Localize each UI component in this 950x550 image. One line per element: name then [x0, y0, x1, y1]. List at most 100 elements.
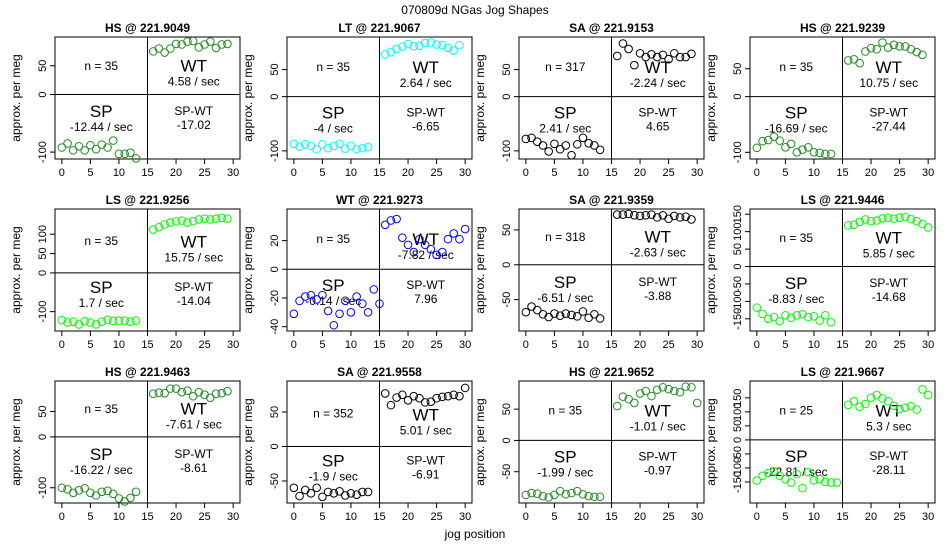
wt-point	[618, 39, 628, 48]
x-tick-label: 0	[754, 167, 760, 179]
sp-point	[798, 309, 807, 319]
diff-value: -6.91	[412, 467, 440, 481]
wt-rate: 2.64 / sec	[400, 76, 452, 90]
diff-value: 4.65	[646, 119, 670, 133]
x-tick-label: 0	[59, 511, 65, 523]
sp-point	[57, 483, 67, 493]
sp-point	[108, 136, 118, 145]
y-tick-label: 50	[501, 403, 513, 415]
wt-point	[432, 40, 441, 49]
x-tick-label: 30	[459, 167, 471, 179]
diff-label: SP-WT	[638, 275, 677, 289]
x-tick-label: 10	[113, 339, 125, 351]
wt-rate: 5.01 / sec	[400, 423, 452, 437]
panel-title: HS @ 221.9049	[105, 21, 190, 35]
sp-rate: 1.7 / sec	[79, 296, 124, 310]
sp-point	[821, 477, 830, 487]
wt-point	[878, 214, 887, 223]
sp-point	[769, 132, 779, 142]
sp-point	[578, 307, 588, 316]
sp-label: SP	[554, 103, 577, 122]
wt-point	[200, 214, 209, 223]
y-tick-label: 0	[37, 91, 49, 97]
diff-value: 7.96	[414, 292, 438, 306]
wt-point	[895, 213, 904, 223]
sp-point	[114, 316, 124, 325]
x-tick-label: 25	[430, 511, 442, 523]
wt-point	[160, 220, 169, 229]
x-tick-label: 25	[198, 511, 210, 523]
sp-point	[295, 296, 304, 306]
diff-label: SP-WT	[869, 449, 908, 463]
wt-point	[843, 400, 853, 410]
x-tick-label: 15	[605, 339, 617, 351]
sp-point	[120, 149, 129, 159]
wt-point	[872, 44, 882, 54]
sp-point	[821, 149, 830, 159]
wt-point	[183, 218, 192, 227]
sp-point	[323, 487, 333, 497]
wt-point	[166, 218, 175, 227]
sp-point	[103, 486, 112, 496]
sp-point	[803, 312, 813, 322]
count-label: n = 352	[313, 407, 354, 421]
x-tick-label: 20	[865, 339, 877, 351]
x-tick-label: 20	[865, 167, 877, 179]
y-tick-label: -100	[732, 141, 744, 163]
sp-point	[131, 154, 141, 163]
wt-point	[912, 216, 922, 226]
x-tick-label: 15	[836, 511, 848, 523]
sp-point	[300, 292, 310, 301]
wt-point	[692, 398, 702, 408]
x-tick-label: 25	[198, 339, 210, 351]
sp-point	[555, 311, 565, 320]
wt-rate: 5.3 / sec	[866, 419, 911, 433]
sp-point	[363, 142, 373, 152]
wt-point	[438, 247, 447, 257]
wt-point	[148, 47, 158, 56]
diff-value: -8.61	[180, 461, 208, 475]
y-tick-label: -100	[37, 141, 49, 163]
wt-point	[641, 386, 651, 396]
wt-point	[206, 393, 215, 403]
sp-point	[555, 486, 565, 496]
count-label: n = 35	[548, 404, 582, 418]
wt-point	[171, 39, 181, 49]
sp-label: SP	[322, 451, 345, 470]
diff-label: SP-WT	[638, 449, 677, 463]
sp-label: SP	[322, 276, 345, 295]
wt-point	[652, 213, 662, 222]
x-tick-label: 0	[523, 339, 529, 351]
wt-point	[420, 240, 430, 250]
x-tick-label: 20	[402, 511, 414, 523]
sp-point	[752, 476, 762, 485]
sp-point	[590, 492, 599, 502]
y-tick-label: 0	[269, 266, 281, 272]
wt-label: WT	[876, 401, 902, 420]
wt-point	[901, 212, 910, 222]
sp-point	[578, 489, 588, 499]
wt-label: WT	[181, 57, 207, 76]
sp-point	[312, 295, 321, 304]
wt-point	[861, 47, 870, 56]
wt-point	[148, 225, 158, 234]
diff-label: SP-WT	[174, 104, 213, 118]
x-tick-label: 5	[551, 511, 557, 523]
wt-point	[223, 386, 232, 396]
sp-point	[295, 142, 304, 151]
wt-point	[171, 217, 181, 226]
wt-point	[194, 215, 204, 224]
wt-rate: -2.24 / sec	[630, 76, 686, 90]
x-tick-label: 10	[345, 167, 357, 179]
x-tick-label: 5	[319, 511, 325, 523]
wt-point	[675, 213, 685, 222]
wt-point	[624, 209, 633, 219]
wt-point	[426, 244, 436, 254]
x-tick-label: 30	[227, 339, 239, 351]
wt-point	[658, 382, 668, 392]
sp-point	[584, 313, 593, 323]
sp-point	[91, 144, 101, 154]
wt-point	[403, 240, 413, 250]
panel-title: LT @ 221.9067	[338, 21, 421, 35]
y-axis-label: approx. per meg	[704, 226, 718, 313]
